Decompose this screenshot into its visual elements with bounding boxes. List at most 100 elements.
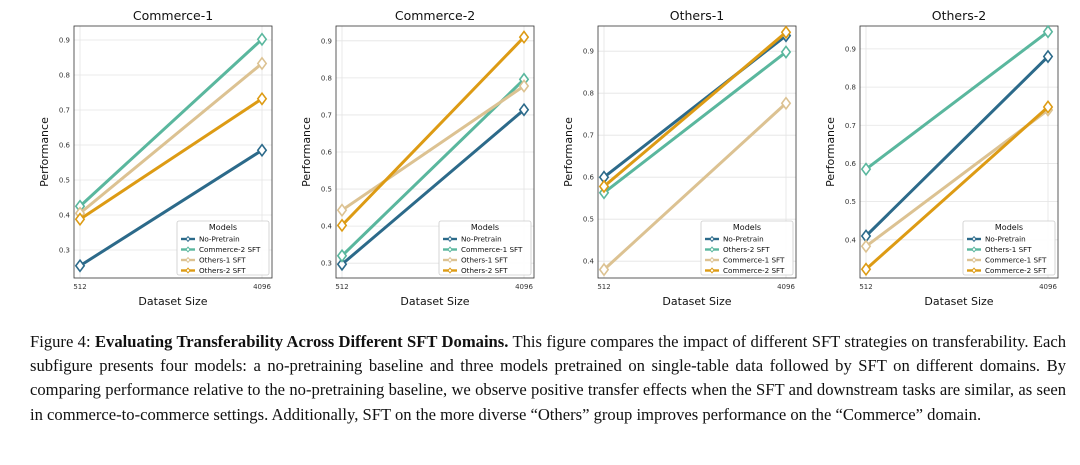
y-tick-label: 0.9 <box>583 48 594 56</box>
series-no-pretrain <box>74 143 268 273</box>
series-line <box>340 77 526 258</box>
y-tick-label: 0.6 <box>59 142 71 150</box>
y-tick-label: 0.4 <box>321 223 333 231</box>
legend-marker <box>709 267 715 274</box>
y-tick-label: 0.4 <box>59 212 71 220</box>
data-point <box>518 30 530 45</box>
data-point <box>860 262 872 277</box>
legend-marker <box>971 267 977 274</box>
series-line <box>602 30 788 188</box>
legend-marker <box>185 267 191 274</box>
y-axis-label: Performance <box>824 117 837 187</box>
x-tick-label: 4096 <box>777 283 795 291</box>
legend-title: Models <box>209 223 237 232</box>
legend-entry: Commerce-1 SFT <box>723 256 785 265</box>
figure-panels: Commerce-1 0.3 0.4 0.5 0.6 0.7 0.8 0.9 512 4096 Da… <box>38 8 1059 308</box>
plot-frame <box>73 25 273 279</box>
legend-box <box>438 220 532 276</box>
caption-text: This figure compares the impact of diffe… <box>30 332 1067 424</box>
series-others-2-sft <box>598 45 792 200</box>
legend-title: Models <box>471 223 499 232</box>
x-tick-label: 512 <box>597 283 610 291</box>
y-tick-label: 0.5 <box>59 177 70 185</box>
legend-entry: No-Pretrain <box>461 235 502 244</box>
series-others-2-sft <box>336 30 530 233</box>
y-axis-label: Performance <box>562 117 575 187</box>
legend-entry: No-Pretrain <box>199 235 240 244</box>
legend-title: Models <box>995 223 1023 232</box>
data-point <box>518 79 530 93</box>
x-tick-label: 512 <box>335 283 348 291</box>
legend-marker <box>709 256 715 264</box>
series-line <box>78 61 264 215</box>
legend-marker <box>447 256 453 264</box>
data-point <box>74 212 86 227</box>
chart-title: Others-1 <box>670 8 724 23</box>
y-tick-label: 0.9 <box>845 45 856 53</box>
data-point <box>336 203 348 218</box>
chart-title: Others-2 <box>932 8 986 23</box>
y-tick-label: 0.5 <box>583 216 594 224</box>
legend-entry: Commerce-1 SFT <box>985 256 1047 265</box>
legend-marker <box>709 235 715 243</box>
series-line <box>864 30 1050 171</box>
data-point <box>336 257 348 272</box>
y-tick-label: 0.8 <box>321 74 332 82</box>
legend-marker <box>447 235 453 243</box>
legend-entry: Others-1 SFT <box>985 245 1032 254</box>
y-tick-label: 0.3 <box>59 247 70 255</box>
legend-entry: Others-2 SFT <box>723 245 770 254</box>
y-tick-label: 0.7 <box>321 111 332 119</box>
y-tick-label: 0.6 <box>845 160 857 168</box>
series-line <box>78 37 264 208</box>
series-line <box>78 148 264 268</box>
series-no-pretrain <box>860 49 1054 243</box>
data-point <box>780 45 792 59</box>
data-point <box>518 102 530 117</box>
plot-frame <box>335 25 535 279</box>
legend-entry: Commerce-1 SFT <box>461 245 523 254</box>
y-axis-label: Performance <box>300 117 313 187</box>
legend-entry: Others-1 SFT <box>461 256 508 265</box>
y-tick-label: 0.4 <box>583 258 595 266</box>
x-axis-label: Dataset Size <box>400 295 469 308</box>
legend-entry: Others-2 SFT <box>461 266 508 275</box>
series-line <box>864 55 1050 238</box>
data-point <box>860 239 872 254</box>
series-commerce-1-sft <box>598 96 792 277</box>
legend-entry: Commerce-2 SFT <box>985 266 1047 275</box>
legend-marker <box>185 235 191 243</box>
y-tick-label: 0.8 <box>583 90 594 98</box>
y-tick-label: 0.5 <box>845 198 856 206</box>
figure-caption: Figure 4: Evaluating Transferability Acr… <box>30 330 1066 427</box>
x-axis-label: Dataset Size <box>924 295 993 308</box>
series-others-1-sft <box>336 79 530 218</box>
y-tick-label: 0.3 <box>321 260 332 268</box>
data-point <box>780 25 792 40</box>
x-axis-label: Dataset Size <box>662 295 731 308</box>
series-others-2-sft <box>74 91 268 227</box>
series-line <box>78 97 264 221</box>
legend-title: Models <box>733 223 761 232</box>
series-line <box>602 50 788 195</box>
data-point <box>256 91 268 106</box>
legend-marker <box>971 235 977 243</box>
legend-marker <box>185 256 191 264</box>
legend-box <box>176 220 270 276</box>
legend-marker <box>447 267 453 274</box>
y-tick-label: 0.7 <box>583 132 594 140</box>
chart-svg: Others-2 0.4 0.5 0.6 0.7 0.8 0.9 512 4096 Dataset… <box>824 8 1059 308</box>
y-tick-label: 0.5 <box>321 186 332 194</box>
chart-title: Commerce-1 <box>133 8 213 23</box>
plot-frame <box>597 25 797 279</box>
caption-bold: Evaluating Transferability Across Differ… <box>94 332 509 351</box>
legend-entry: Commerce-2 SFT <box>723 266 785 275</box>
data-point <box>336 218 348 233</box>
y-tick-label: 0.9 <box>321 37 332 45</box>
data-point <box>74 258 86 273</box>
data-point <box>256 56 268 71</box>
series-line <box>340 35 526 227</box>
